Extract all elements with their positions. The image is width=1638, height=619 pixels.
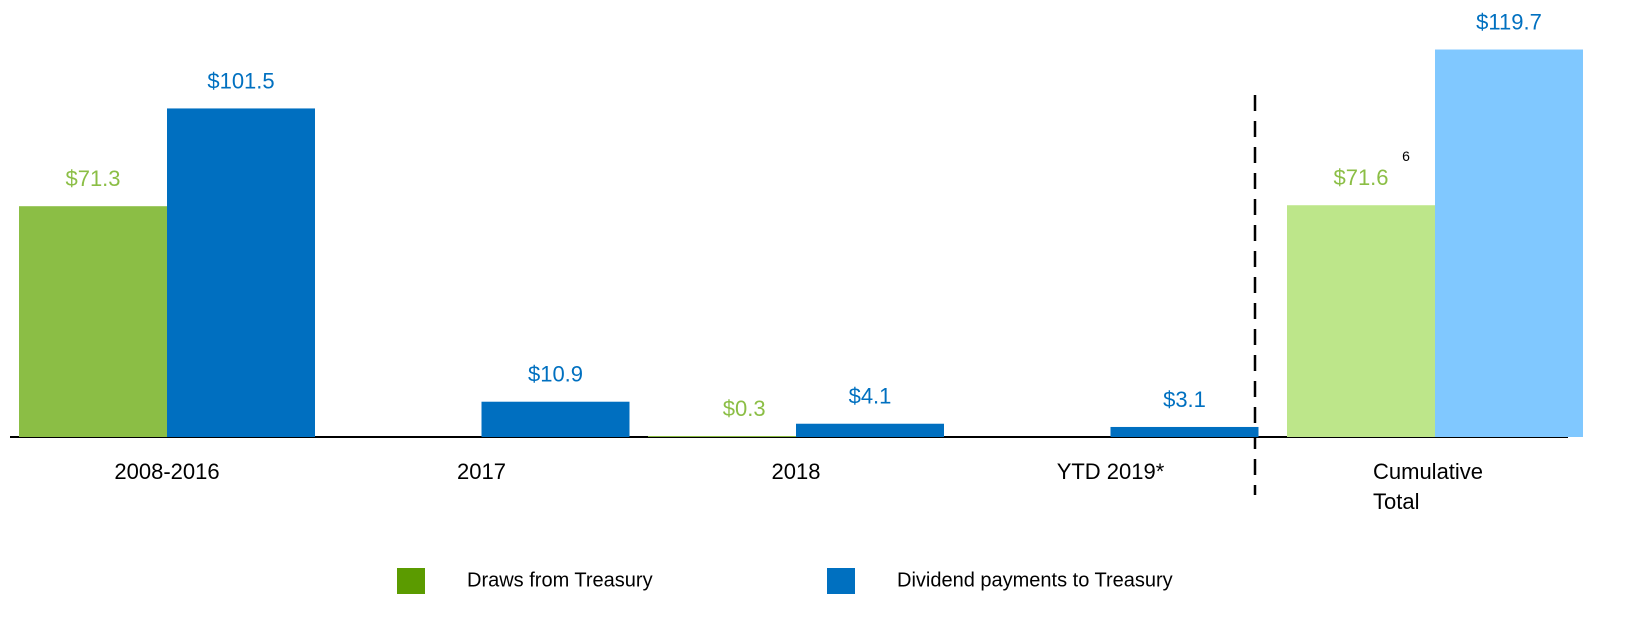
x-tick-label: YTD 2019* [1056, 459, 1165, 484]
bar [1435, 49, 1583, 437]
value-label: $71.6 [1333, 165, 1388, 190]
bar [1110, 426, 1259, 437]
bar [19, 206, 167, 437]
x-tick-label: 2018 [771, 459, 821, 484]
value-label: $0.3 [723, 396, 766, 421]
x-tick-label: Cumulative Total [1373, 459, 1484, 514]
legend-label: Dividend payments to Treasury [897, 569, 1173, 591]
value-label: $3.1 [1163, 387, 1206, 412]
bar [481, 401, 630, 437]
value-label: $4.1 [849, 384, 892, 409]
x-tick-label: 2017 [457, 459, 506, 484]
value-label: $101.5 [207, 68, 274, 93]
bar [167, 108, 315, 438]
x-tick-label: 2008-2016 [114, 459, 220, 484]
bar [1287, 205, 1435, 437]
bar [796, 423, 944, 437]
value-label: $71.3 [65, 166, 120, 191]
value-label: $119.7 [1476, 9, 1542, 34]
legend-swatch [397, 568, 425, 594]
legend-label: Draws from Treasury [467, 569, 653, 591]
legend-swatch [827, 568, 855, 594]
annotation: 6 [1402, 148, 1410, 164]
bar [648, 436, 796, 437]
value-label: $10.9 [528, 362, 583, 387]
